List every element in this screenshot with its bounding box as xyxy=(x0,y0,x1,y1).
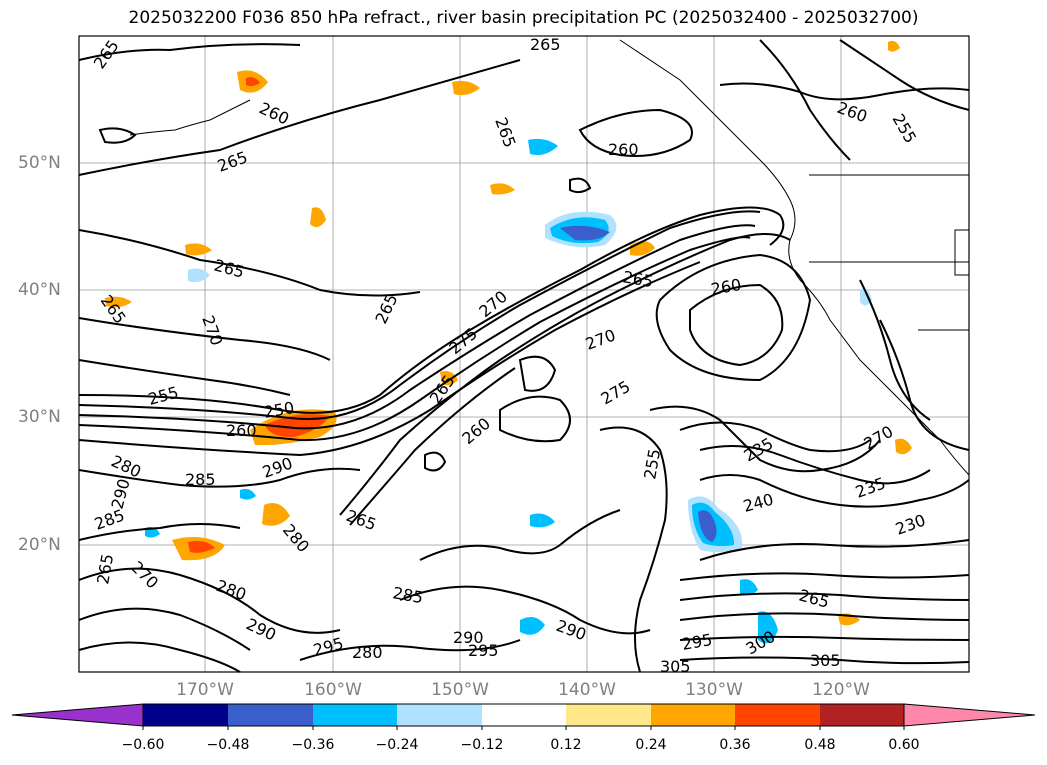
colorbar-tick-label: −0.12 xyxy=(460,737,504,753)
lon-label: 150°W xyxy=(431,680,489,700)
colorbar-swatch xyxy=(566,704,651,726)
colorbar-swatch xyxy=(313,704,397,726)
colorbar-swatch xyxy=(397,704,482,726)
colorbar-extend-low xyxy=(11,703,144,727)
contour-label: 285 xyxy=(185,470,216,489)
colorbar-swatch xyxy=(143,704,228,726)
colorbar-tick-label: 0.36 xyxy=(719,737,751,753)
map-frame xyxy=(78,35,970,673)
contour-label: 260 xyxy=(226,421,257,440)
lat-label: 50°N xyxy=(18,153,61,173)
colorbar-tick-label: 0.12 xyxy=(550,737,582,753)
colorbar-tick-label: −0.48 xyxy=(206,737,250,753)
map-title: 2025032200 F036 850 hPa refract., river … xyxy=(128,8,919,28)
refractivity-contours xyxy=(78,39,970,673)
colorbar xyxy=(11,703,1036,730)
colorbar-swatch xyxy=(228,704,313,726)
contour-label: 290 xyxy=(453,628,484,647)
colorbar-swatch xyxy=(735,704,820,726)
lon-label: 160°W xyxy=(304,680,362,700)
colorbar-swatch xyxy=(651,704,735,726)
colorbar-swatch xyxy=(820,704,904,726)
lat-label: 20°N xyxy=(18,535,61,555)
lon-label: 140°W xyxy=(558,680,616,700)
contour-label: 305 xyxy=(660,657,691,676)
contour-label: 295 xyxy=(468,641,499,660)
colorbar-tick-label: 0.24 xyxy=(635,737,667,753)
colorbar-tick-label: −0.60 xyxy=(121,737,165,753)
colorbar-tick-label: −0.36 xyxy=(291,737,335,753)
colorbar-extend-high xyxy=(903,703,1036,727)
contour-label: 265 xyxy=(530,35,561,54)
lat-label: 40°N xyxy=(18,280,61,300)
contour-label: 260 xyxy=(608,140,639,159)
colorbar-tick-label: −0.24 xyxy=(375,737,419,753)
contour-label: 305 xyxy=(810,651,841,670)
lon-label: 130°W xyxy=(685,680,743,700)
lon-label: 170°W xyxy=(176,680,234,700)
coastlines xyxy=(129,39,970,476)
colorbar-tick-label: 0.48 xyxy=(804,737,836,753)
colorbar-swatch xyxy=(482,704,566,726)
contour-label: 280 xyxy=(352,643,383,662)
lat-label: 30°N xyxy=(18,407,61,427)
colorbar-tick-label: 0.60 xyxy=(888,737,920,753)
lon-label: 120°W xyxy=(812,680,870,700)
map-area xyxy=(79,36,969,672)
precip-shading xyxy=(105,40,912,644)
